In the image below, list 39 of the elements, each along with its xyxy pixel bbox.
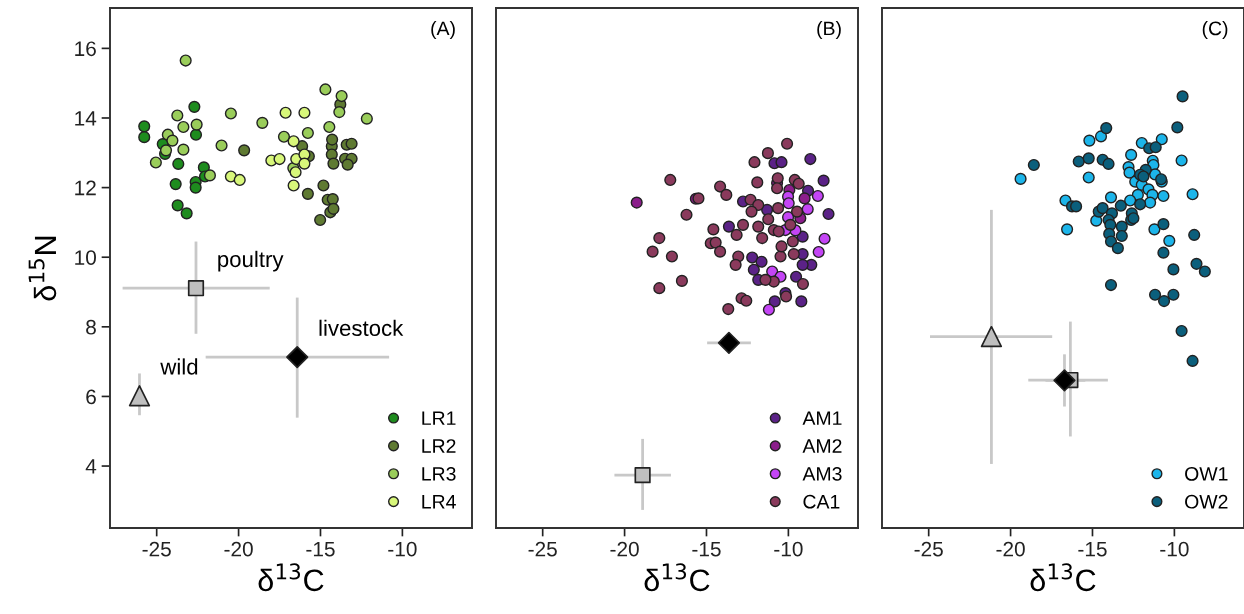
legend-label: AM1: [802, 411, 842, 425]
legend-label: LR3: [422, 466, 456, 481]
x-axis-title: δ$^{13}$C: [644, 563, 710, 592]
annotation: (B): [817, 21, 841, 40]
x-tick-label: -25: [142, 541, 171, 557]
legend-label: CA1: [803, 494, 840, 509]
x-tick-label: -10: [1160, 541, 1189, 557]
x-tick-label: -20: [996, 541, 1025, 557]
x-tick-label: -15: [692, 541, 721, 557]
annotation: livestock: [319, 319, 404, 337]
x-tick-label: -10: [774, 541, 803, 557]
x-tick-label: -15: [306, 541, 335, 557]
x-axis-title: δ$^{13}$C: [1030, 563, 1096, 592]
x-axis-title: δ$^{13}$C: [258, 563, 324, 592]
annotation: poultry: [218, 250, 284, 272]
x-tick-label: -25: [914, 541, 943, 557]
x-tick-label: -20: [224, 541, 253, 557]
legend-label: AM3: [802, 466, 842, 481]
x-tick-label: -15: [1078, 541, 1107, 557]
y-tick-label: 10: [75, 250, 96, 265]
legend-label: LR1: [422, 411, 456, 425]
x-tick-label: -20: [610, 541, 639, 557]
legend-label: OW1: [1185, 466, 1228, 481]
legend-label: OW2: [1185, 494, 1228, 509]
y-axis-title: δ$^{15}$N: [28, 236, 57, 301]
legend-label: LR4: [422, 495, 456, 509]
y-tick-label: 16: [75, 41, 96, 57]
y-tick-label: 4: [85, 459, 97, 474]
annotation: (A): [431, 21, 455, 40]
legend-label: AM2: [802, 439, 842, 453]
annotation: (C): [1202, 21, 1228, 40]
legend-label: LR2: [422, 439, 456, 453]
y-tick-label: 14: [75, 111, 97, 126]
y-tick-label: 12: [75, 180, 96, 196]
annotation: wild: [160, 358, 198, 375]
x-tick-label: -25: [528, 541, 557, 557]
x-tick-label: -10: [388, 541, 417, 557]
y-tick-label: 6: [86, 389, 96, 405]
y-tick-label: 8: [86, 319, 96, 335]
